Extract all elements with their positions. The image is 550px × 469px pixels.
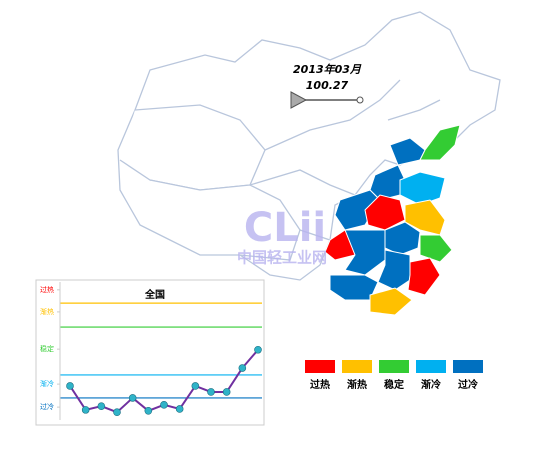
legend-swatch xyxy=(379,360,409,373)
y-tick-label: 稳定 xyxy=(40,344,54,353)
colored-provinces xyxy=(324,124,461,316)
data-point xyxy=(175,405,184,413)
watermark-logo: CLii xyxy=(244,205,326,251)
province-border xyxy=(249,169,356,196)
data-point xyxy=(160,401,168,409)
province-border xyxy=(264,79,401,151)
data-point xyxy=(254,345,262,354)
data-point xyxy=(207,388,215,396)
legend-swatch xyxy=(416,360,446,373)
legend-label: 渐冷 xyxy=(421,378,441,391)
data-point xyxy=(144,406,153,415)
y-tick-label: 渐热 xyxy=(40,307,54,316)
slider-handle[interactable] xyxy=(356,96,364,104)
watermark-site: 中国轻工业网 xyxy=(237,249,327,267)
legend-label: 过冷 xyxy=(458,378,478,391)
province xyxy=(399,171,446,206)
province xyxy=(419,234,453,263)
data-point xyxy=(191,382,200,390)
data-point xyxy=(81,406,90,414)
y-tick-label: 过热 xyxy=(40,285,54,294)
province xyxy=(334,189,381,231)
y-tick-label: 渐冷 xyxy=(40,379,54,388)
province-border xyxy=(149,179,301,261)
province xyxy=(369,287,413,316)
legend-swatch xyxy=(453,360,483,373)
inset-chart xyxy=(35,279,265,426)
legend-swatch xyxy=(342,360,372,373)
data-point xyxy=(128,394,137,402)
legend-label: 渐热 xyxy=(347,378,367,391)
data-point xyxy=(66,382,74,390)
data-point xyxy=(238,364,247,372)
legend-swatch xyxy=(305,360,335,373)
province xyxy=(407,257,441,296)
province xyxy=(419,124,461,161)
date-label: 2013年03月 xyxy=(293,63,362,76)
index-label: 100.27 xyxy=(306,79,349,92)
data-point xyxy=(97,402,106,411)
legend-label: 稳定 xyxy=(384,378,404,391)
province-border xyxy=(387,99,441,121)
y-tick-label: 过冷 xyxy=(40,402,54,411)
data-point xyxy=(222,388,231,396)
inset-title: 全国 xyxy=(144,288,165,301)
map xyxy=(117,11,501,281)
province-border xyxy=(299,229,331,241)
play-button[interactable] xyxy=(290,91,308,109)
data-point xyxy=(113,408,121,416)
legend-label: 过热 xyxy=(310,378,330,391)
